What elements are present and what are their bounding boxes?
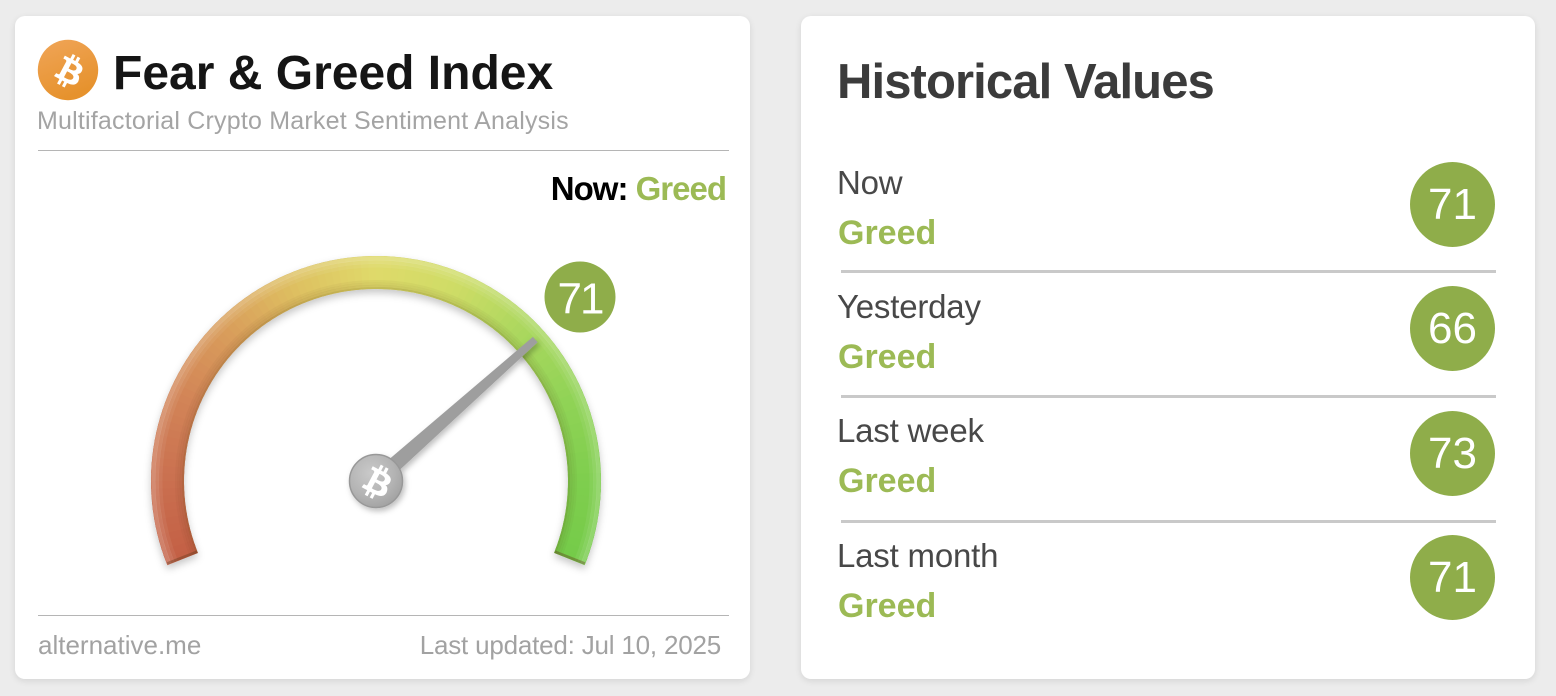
svg-text:71: 71: [558, 275, 603, 324]
